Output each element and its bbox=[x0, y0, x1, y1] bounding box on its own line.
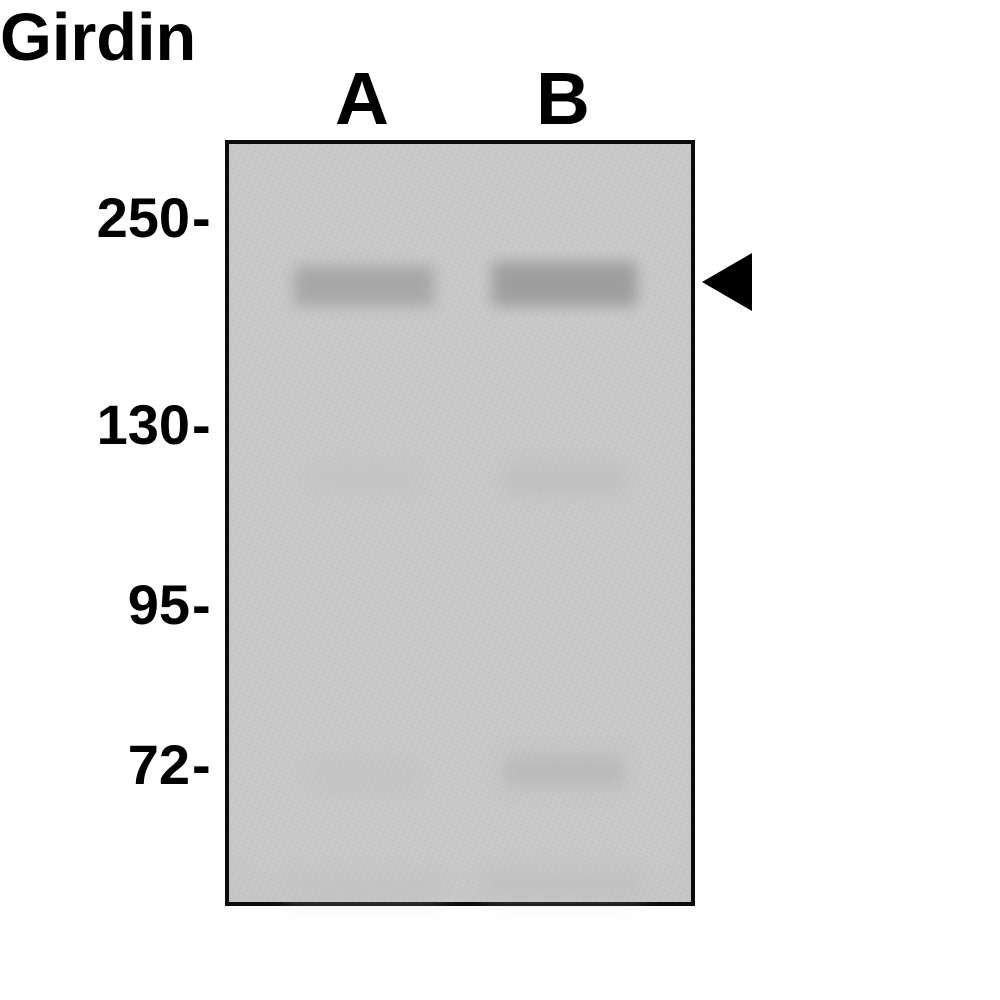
blot-membrane bbox=[225, 140, 695, 906]
lane-label-a: A bbox=[335, 55, 389, 141]
protein-pointer bbox=[702, 253, 752, 311]
band-B-3 bbox=[504, 464, 624, 494]
mw-dash-130: - bbox=[192, 392, 211, 457]
mw-dash-95: - bbox=[192, 572, 211, 637]
mw-label-250: 250 bbox=[97, 185, 190, 250]
mw-dash-72: - bbox=[192, 732, 211, 797]
mw-dash-250: - bbox=[192, 185, 211, 250]
mw-label-95: 95 bbox=[128, 572, 190, 637]
blot-background bbox=[229, 144, 691, 902]
mw-label-130: 130 bbox=[97, 392, 190, 457]
protein-name-label: Girdin bbox=[0, 0, 1000, 76]
band-A-2 bbox=[309, 464, 419, 490]
mw-label-72: 72 bbox=[128, 732, 190, 797]
band-B-1 bbox=[492, 262, 637, 306]
lane-label-b: B bbox=[536, 55, 590, 141]
band-A-0 bbox=[294, 266, 434, 306]
band-A-6 bbox=[284, 876, 444, 898]
western-blot-figure: A B 250-130-95-72- Girdin bbox=[0, 0, 1000, 1000]
band-B-5 bbox=[504, 756, 624, 786]
arrow-left-icon bbox=[702, 253, 752, 311]
band-B-7 bbox=[484, 872, 644, 896]
band-A-4 bbox=[309, 764, 419, 788]
